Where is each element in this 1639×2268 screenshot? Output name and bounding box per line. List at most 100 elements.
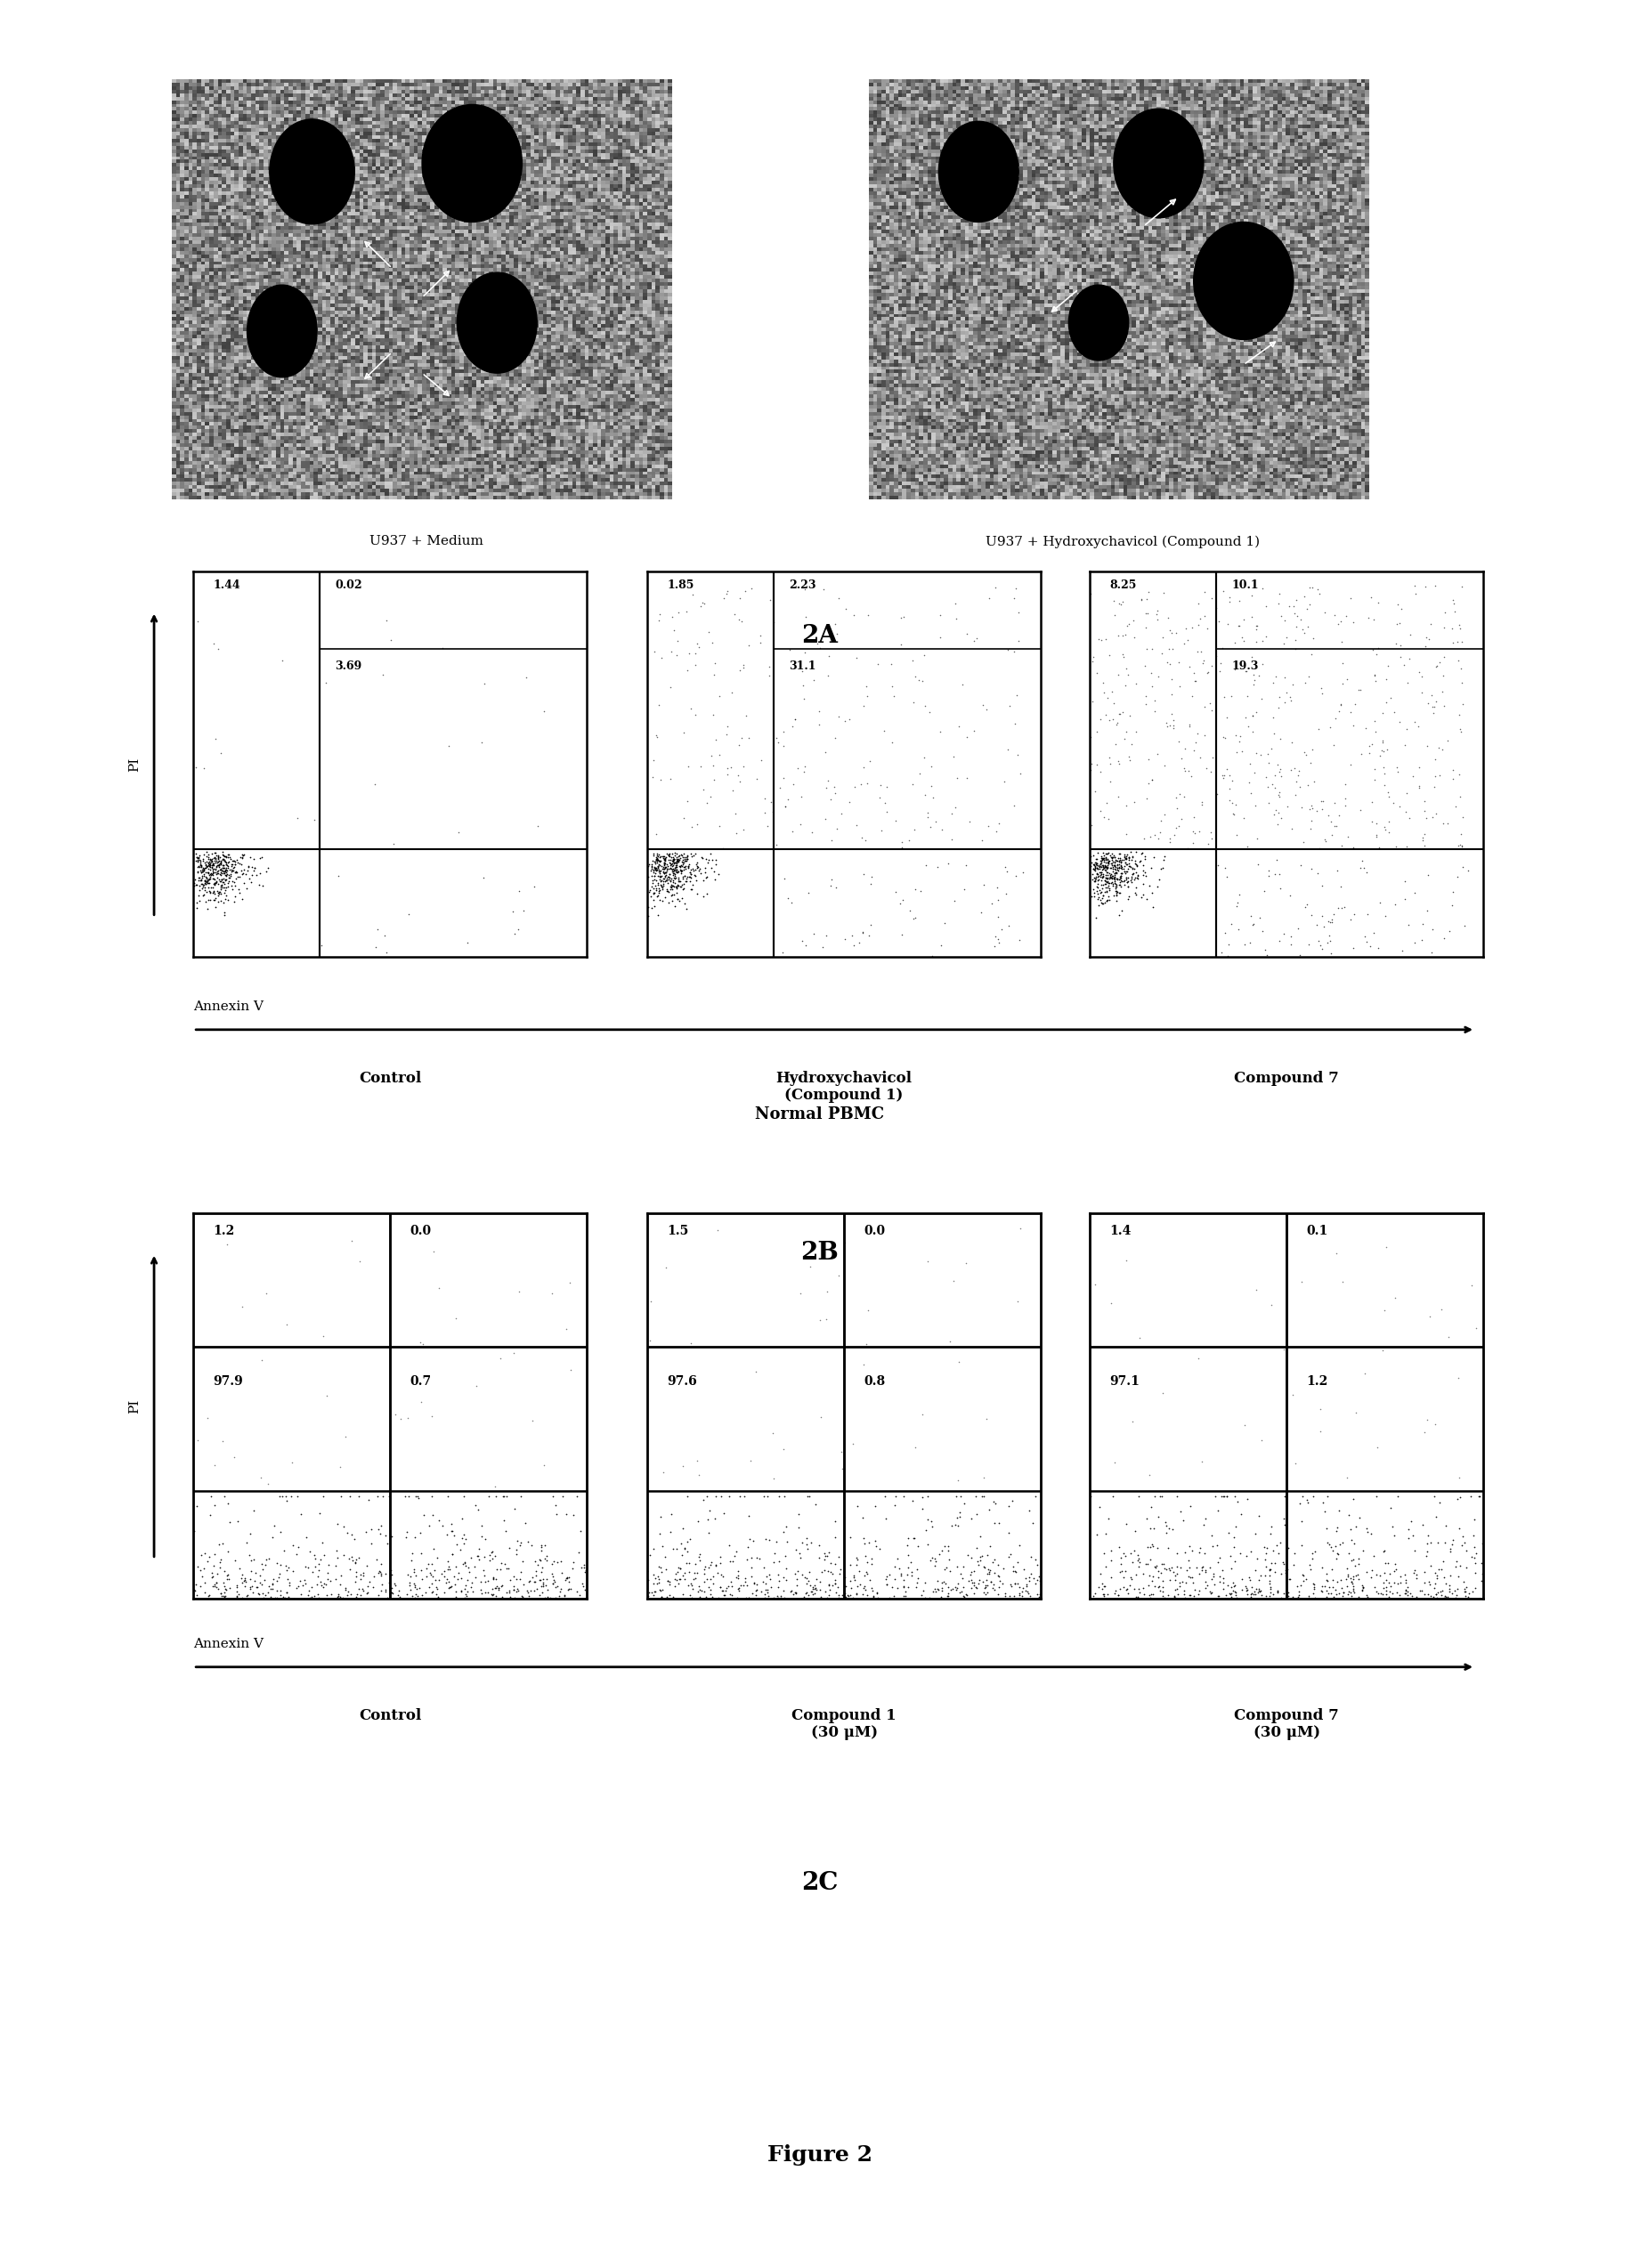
Point — [1108, 850, 1134, 887]
Point — [1347, 1499, 1373, 1535]
Point — [682, 857, 708, 894]
Point — [1411, 782, 1437, 819]
Point — [1237, 898, 1264, 934]
Point — [675, 848, 701, 885]
Point — [1469, 1545, 1495, 1581]
Point — [1321, 1579, 1347, 1615]
Point — [221, 855, 247, 891]
Point — [205, 855, 231, 891]
Point — [1121, 850, 1147, 887]
Point — [1451, 1563, 1477, 1599]
Point — [1411, 569, 1437, 606]
Point — [639, 848, 665, 885]
Point — [1177, 1558, 1203, 1594]
Point — [742, 1576, 769, 1613]
Point — [190, 869, 216, 905]
Point — [539, 1479, 565, 1515]
Point — [1436, 1567, 1462, 1603]
Point — [543, 1569, 569, 1606]
Point — [838, 1576, 864, 1613]
Point — [1262, 855, 1288, 891]
Point — [200, 866, 226, 903]
Point — [1129, 875, 1155, 912]
Point — [647, 864, 674, 900]
Point — [1164, 615, 1190, 651]
Point — [657, 760, 683, 796]
Point — [203, 864, 229, 900]
Point — [874, 1567, 900, 1603]
Point — [1221, 1567, 1247, 1603]
Point — [1223, 717, 1249, 753]
Point — [1177, 649, 1203, 685]
Point — [1413, 628, 1439, 665]
Point — [1087, 792, 1113, 828]
Point — [811, 1542, 838, 1579]
Point — [738, 1540, 764, 1576]
Point — [1119, 850, 1146, 887]
Point — [1160, 708, 1187, 744]
Point — [1101, 844, 1128, 880]
Point — [657, 869, 683, 905]
Point — [306, 1547, 333, 1583]
Point — [787, 805, 813, 841]
Point — [919, 1574, 946, 1610]
Point — [236, 1538, 262, 1574]
Point — [1137, 1510, 1164, 1547]
Point — [1085, 855, 1111, 891]
Point — [903, 658, 929, 694]
Point — [1406, 769, 1432, 805]
Point — [931, 1551, 957, 1588]
Point — [965, 1547, 992, 1583]
Point — [833, 1579, 859, 1615]
Point — [1119, 855, 1146, 891]
Point — [1372, 1293, 1398, 1329]
Point — [1454, 1549, 1480, 1585]
Point — [642, 848, 669, 885]
Point — [1090, 665, 1116, 701]
Point — [198, 841, 225, 878]
Point — [423, 1576, 449, 1613]
Point — [672, 844, 698, 880]
Point — [1382, 1554, 1408, 1590]
Point — [1195, 826, 1221, 862]
Point — [1137, 1542, 1164, 1579]
Point — [210, 848, 236, 885]
Point — [1092, 1567, 1118, 1603]
Point — [1103, 869, 1129, 905]
Point — [667, 839, 693, 875]
Point — [1267, 778, 1293, 814]
Point — [687, 1535, 713, 1572]
Point — [1410, 1572, 1436, 1608]
Point — [652, 846, 679, 882]
Point — [942, 789, 969, 826]
Point — [472, 1574, 498, 1610]
Point — [1272, 1331, 1298, 1368]
Point — [241, 850, 267, 887]
Point — [644, 839, 670, 875]
Point — [831, 1558, 857, 1594]
Point — [1187, 1529, 1213, 1565]
Point — [223, 1567, 249, 1603]
Point — [438, 1569, 464, 1606]
Point — [665, 1549, 692, 1585]
Point — [908, 873, 934, 909]
Point — [982, 1554, 1008, 1590]
Point — [205, 841, 231, 878]
Point — [192, 864, 218, 900]
Point — [646, 1560, 672, 1597]
Point — [1305, 855, 1331, 891]
Point — [431, 1558, 457, 1594]
Point — [1098, 839, 1124, 875]
Point — [221, 885, 247, 921]
Point — [205, 1556, 231, 1592]
Point — [1123, 835, 1149, 871]
Point — [659, 846, 685, 882]
Point — [218, 855, 244, 891]
Point — [293, 1520, 320, 1556]
Point — [652, 841, 679, 878]
Point — [1249, 569, 1275, 606]
Point — [664, 853, 690, 889]
Point — [1106, 841, 1133, 878]
Point — [1326, 1492, 1352, 1529]
Point — [208, 1574, 234, 1610]
